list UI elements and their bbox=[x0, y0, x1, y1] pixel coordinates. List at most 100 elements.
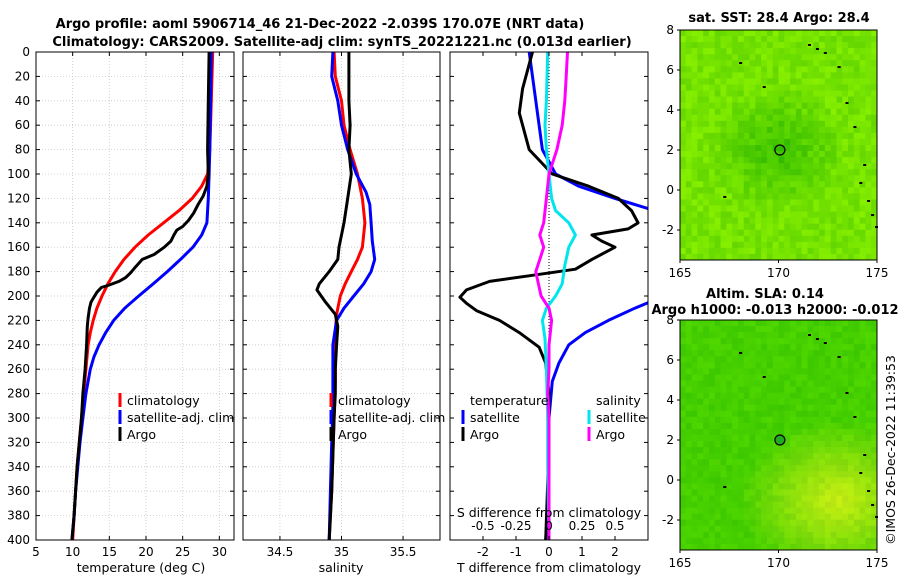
map-cell bbox=[761, 114, 768, 122]
map-cell bbox=[685, 223, 692, 231]
map-cell bbox=[685, 428, 692, 436]
map-cell bbox=[836, 398, 843, 406]
map-cell bbox=[784, 96, 791, 104]
map-cell bbox=[761, 507, 768, 515]
map-cell bbox=[761, 398, 768, 406]
map-cell bbox=[778, 344, 785, 351]
map-cell bbox=[871, 120, 878, 128]
map-cell bbox=[801, 428, 808, 436]
map-cell bbox=[737, 380, 745, 387]
y-tick-label: -2 bbox=[662, 223, 674, 237]
map-cell bbox=[848, 90, 855, 97]
map-cell bbox=[813, 199, 820, 206]
map-cell bbox=[680, 217, 687, 225]
map-cell bbox=[743, 217, 750, 225]
map-cell bbox=[795, 344, 803, 351]
map-cell bbox=[807, 501, 814, 509]
map-cell bbox=[685, 507, 692, 515]
map-cell bbox=[761, 465, 768, 472]
map-cell bbox=[836, 543, 843, 551]
map-cell bbox=[807, 138, 814, 146]
map-cell bbox=[853, 187, 861, 194]
map-cell bbox=[755, 175, 762, 182]
map-cell bbox=[830, 356, 837, 363]
map-cell bbox=[842, 416, 849, 424]
map-cell bbox=[737, 217, 745, 225]
map-cell bbox=[865, 332, 872, 339]
map-cell bbox=[732, 169, 739, 176]
map-cell bbox=[807, 531, 814, 539]
map-cell bbox=[836, 344, 843, 351]
map-cell bbox=[830, 537, 837, 545]
map-cell bbox=[726, 362, 733, 369]
map-cell bbox=[714, 241, 721, 249]
map-cell bbox=[865, 199, 872, 206]
map-cell bbox=[714, 169, 721, 176]
map-cell bbox=[749, 247, 756, 255]
map-cell bbox=[685, 199, 692, 206]
map-cell bbox=[819, 247, 826, 255]
map-cell bbox=[726, 392, 733, 400]
map-cell bbox=[766, 253, 774, 261]
map-cell bbox=[807, 489, 814, 496]
map-cell bbox=[720, 392, 727, 400]
map-cell bbox=[830, 42, 837, 49]
map-cell bbox=[801, 447, 808, 454]
map-cell bbox=[680, 453, 687, 460]
map-cell bbox=[737, 489, 745, 496]
map-cell bbox=[819, 157, 826, 164]
map-cell bbox=[680, 320, 687, 327]
map-cell bbox=[737, 398, 745, 406]
map-cell bbox=[871, 78, 878, 85]
map-cell bbox=[720, 320, 727, 327]
map-cell bbox=[859, 447, 866, 454]
map-cell bbox=[865, 362, 872, 369]
map-cell bbox=[801, 223, 808, 231]
map-cell bbox=[824, 392, 832, 400]
map-cell bbox=[749, 531, 756, 539]
map-cell bbox=[830, 211, 837, 219]
map-cell bbox=[853, 90, 861, 97]
map-cell bbox=[848, 477, 855, 484]
map-cell bbox=[737, 410, 745, 418]
map-cell bbox=[836, 114, 843, 122]
map-cell bbox=[708, 320, 716, 327]
temperature-legend: climatology satellite-adj. clim Argo bbox=[118, 393, 234, 442]
map-cell bbox=[726, 489, 733, 496]
map-cell bbox=[737, 247, 745, 255]
map-cell bbox=[871, 350, 878, 357]
map-cell bbox=[708, 344, 716, 351]
map-cell bbox=[795, 459, 803, 466]
map-cell bbox=[720, 543, 727, 551]
map-cell bbox=[685, 338, 692, 345]
map-cell bbox=[714, 102, 721, 110]
map-cell bbox=[680, 441, 687, 448]
map-cell bbox=[784, 72, 791, 79]
map-cell bbox=[703, 386, 710, 394]
map-cell bbox=[755, 392, 762, 400]
map-cell bbox=[790, 66, 797, 73]
map-cell bbox=[830, 163, 837, 170]
map-cell bbox=[755, 48, 762, 55]
map-cell bbox=[720, 138, 727, 146]
map-cell bbox=[726, 205, 733, 212]
map-cell bbox=[720, 90, 727, 97]
map-cell bbox=[691, 531, 698, 539]
map-cell bbox=[720, 151, 727, 158]
map-cell bbox=[807, 428, 814, 436]
map-cell bbox=[772, 72, 779, 79]
map-cell bbox=[795, 368, 803, 375]
map-cell bbox=[853, 513, 861, 521]
map-cell bbox=[685, 447, 692, 454]
map-cell bbox=[813, 217, 820, 225]
map-cell bbox=[836, 525, 843, 533]
map-cell bbox=[766, 78, 774, 85]
map-cell bbox=[842, 217, 849, 225]
map-cell bbox=[703, 350, 710, 357]
map-cell bbox=[755, 435, 762, 442]
map-cell bbox=[784, 416, 791, 424]
map-cell bbox=[714, 380, 721, 387]
map-cell bbox=[732, 30, 739, 37]
map-cell bbox=[685, 483, 692, 490]
map-cell bbox=[807, 253, 814, 261]
